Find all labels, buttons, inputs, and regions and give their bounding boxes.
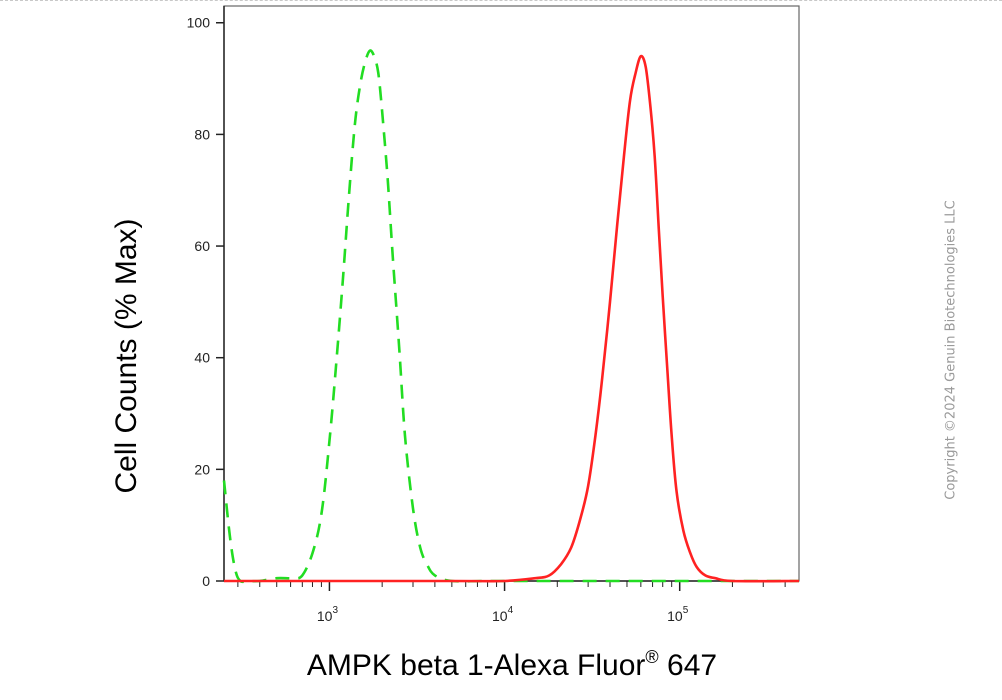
y-tick-label: 80 xyxy=(194,126,210,142)
x-tick-label: 103 xyxy=(317,605,339,624)
x-tick-label-base: 10 xyxy=(492,608,508,624)
y-tick-label: 100 xyxy=(187,15,211,31)
x-tick-label: 104 xyxy=(492,605,514,624)
isotype-control-curve xyxy=(222,49,799,584)
x-tick-label-exponent: 4 xyxy=(508,605,514,616)
x-tick-label: 105 xyxy=(667,605,689,624)
x-tick-label-exponent: 3 xyxy=(332,605,338,616)
x-axis-title-registered-mark: ® xyxy=(645,647,658,667)
plot-frame xyxy=(223,5,800,582)
x-axis-ticks: 103 104 105 xyxy=(237,581,786,624)
copyright-watermark: Copyright ©2024 Genuin Biotechnologies L… xyxy=(943,200,959,500)
y-tick-label: 60 xyxy=(194,238,210,254)
y-tick-label: 20 xyxy=(194,461,210,477)
series-layer xyxy=(222,49,800,584)
sample-curve xyxy=(224,54,800,583)
x-tick-label-exponent: 5 xyxy=(683,605,689,616)
y-tick-label: 40 xyxy=(194,350,210,366)
x-tick-label-base: 10 xyxy=(317,608,333,624)
x-axis-title-main: AMPK beta 1-Alexa Fluor xyxy=(307,649,645,682)
x-tick-label-base: 10 xyxy=(667,608,683,624)
top-dashed-rule xyxy=(0,0,1002,1)
x-axis-title-suffix: 647 xyxy=(659,649,717,682)
x-axis-title: AMPK beta 1-Alexa Fluor® 647 xyxy=(307,647,717,682)
y-axis-ticks: 0 20 40 60 80 100 xyxy=(187,15,224,589)
y-tick-label: 0 xyxy=(202,573,210,589)
y-axis-title: Cell Counts (% Max) xyxy=(110,218,143,493)
